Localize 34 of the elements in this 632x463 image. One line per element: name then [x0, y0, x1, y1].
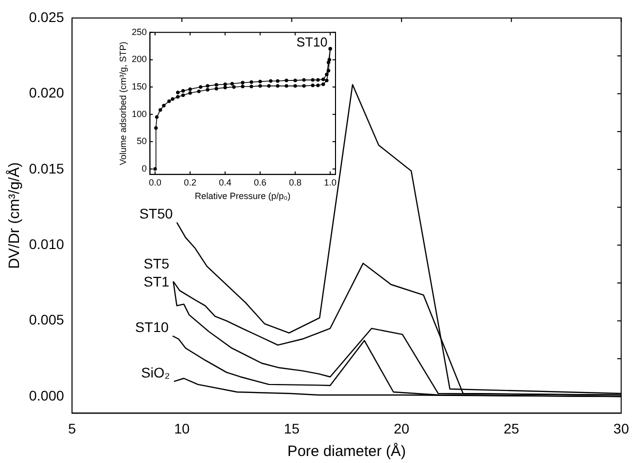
x-tick-label: 20: [394, 420, 410, 436]
series-label: ST1: [144, 273, 170, 290]
x-axis-title: Pore diameter (Å): [287, 442, 406, 460]
y-axis-title: Volume adsorbed (cm³/g, STP): [118, 42, 128, 166]
series-label: ST50: [139, 205, 174, 222]
series-label: ST5: [144, 255, 170, 272]
x-tick-label: 0.2: [184, 177, 196, 188]
y-tick-label: 50: [136, 136, 147, 146]
y-tick-label: 0.005: [28, 312, 64, 328]
annotation: ST10: [296, 34, 328, 50]
y-tick-label: 0.020: [28, 84, 64, 101]
x-tick-label: 0.8: [288, 177, 302, 188]
x-tick-label: 0.0: [148, 177, 162, 188]
x-axis-title: Relative Pressure (p/p₀): [194, 191, 291, 202]
x-tick-label: 5: [68, 420, 76, 436]
y-tick-label: 100: [132, 108, 147, 119]
x-tick-label: 10: [174, 420, 190, 436]
x-tick-label: 0.6: [254, 177, 266, 188]
x-tick-label: 1.0: [324, 177, 337, 188]
series-label: ST10: [135, 318, 169, 335]
y-tick-label: 0.000: [28, 387, 64, 404]
y-tick-label: 0.010: [28, 236, 64, 252]
y-tick-label: 150: [132, 82, 147, 92]
y-axis-title: DV/Dr (cm³/g/Å): [5, 162, 24, 269]
y-tick-label: 200: [132, 54, 147, 64]
x-tick-label: 30: [613, 420, 630, 436]
x-tick-label: 25: [504, 420, 520, 436]
y-tick-label: 0: [142, 163, 147, 174]
x-tick-label: 15: [284, 420, 300, 436]
series-label: SiO₂: [141, 364, 170, 380]
y-tick-label: 250: [132, 26, 147, 37]
y-tick-label: 0.025: [28, 8, 64, 25]
x-tick-label: 0.4: [218, 177, 232, 188]
y-tick-label: 0.015: [28, 160, 64, 176]
